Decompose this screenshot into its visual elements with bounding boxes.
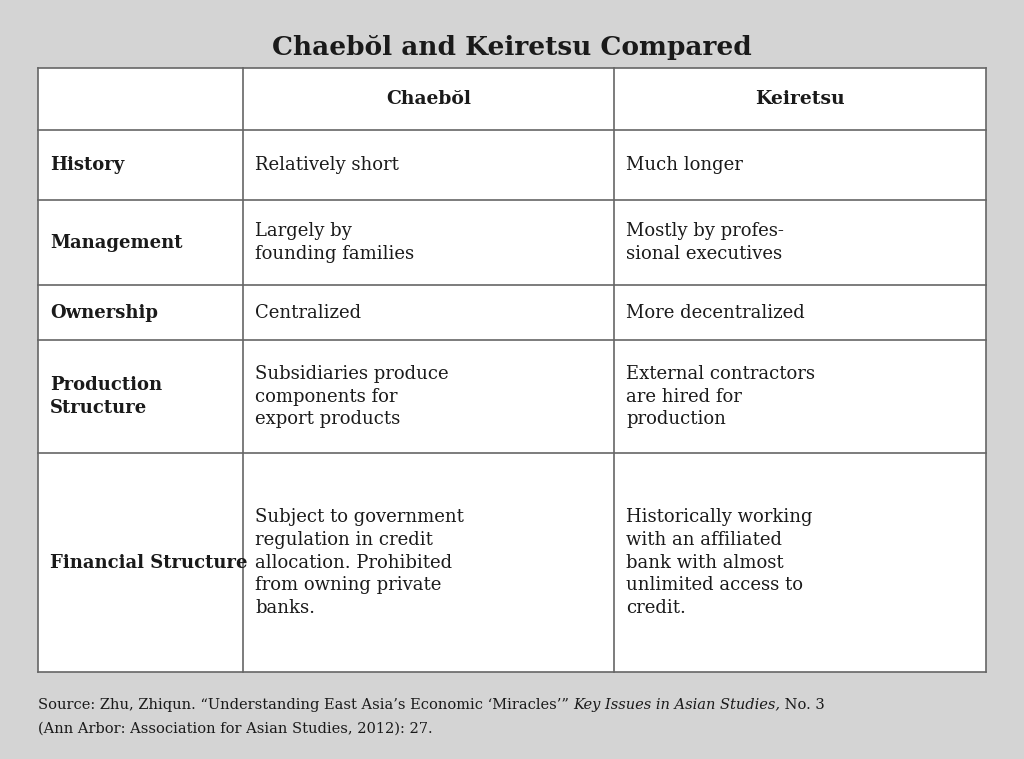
Text: No. 3: No. 3 [780,698,825,712]
Text: Ownership: Ownership [50,304,158,322]
Text: Management: Management [50,234,182,251]
Text: Much longer: Much longer [626,156,742,174]
Text: More decentralized: More decentralized [626,304,805,322]
Text: Keiretsu: Keiretsu [755,90,845,108]
Text: Mostly by profes-
sional executives: Mostly by profes- sional executives [626,222,784,263]
Text: Relatively short: Relatively short [255,156,399,174]
Text: Largely by
founding families: Largely by founding families [255,222,414,263]
Text: Key Issues in Asian Studies,: Key Issues in Asian Studies, [573,698,780,712]
Text: Chaebŏl: Chaebŏl [386,90,471,108]
Text: Source: Zhu, Zhiqun. “Understanding East Asia’s Economic ‘Miracles’”: Source: Zhu, Zhiqun. “Understanding East… [38,698,573,712]
Text: Subject to government
regulation in credit
allocation. Prohibited
from owning pr: Subject to government regulation in cred… [255,508,464,617]
Text: Centralized: Centralized [255,304,361,322]
Text: Chaebŏl and Keiretsu Compared: Chaebŏl and Keiretsu Compared [272,35,752,60]
Bar [38,68,986,672]
Text: Financial Structure: Financial Structure [50,553,248,572]
Text: (Ann Arbor: Association for Asian Studies, 2012): 27.: (Ann Arbor: Association for Asian Studie… [38,722,432,736]
Text: External contractors
are hired for
production: External contractors are hired for produ… [626,364,815,428]
Text: Historically working
with an affiliated
bank with almost
unlimited access to
cre: Historically working with an affiliated … [626,508,812,617]
Text: Subsidiaries produce
components for
export products: Subsidiaries produce components for expo… [255,364,449,428]
Text: Production
Structure: Production Structure [50,376,162,417]
Text: History: History [50,156,124,174]
